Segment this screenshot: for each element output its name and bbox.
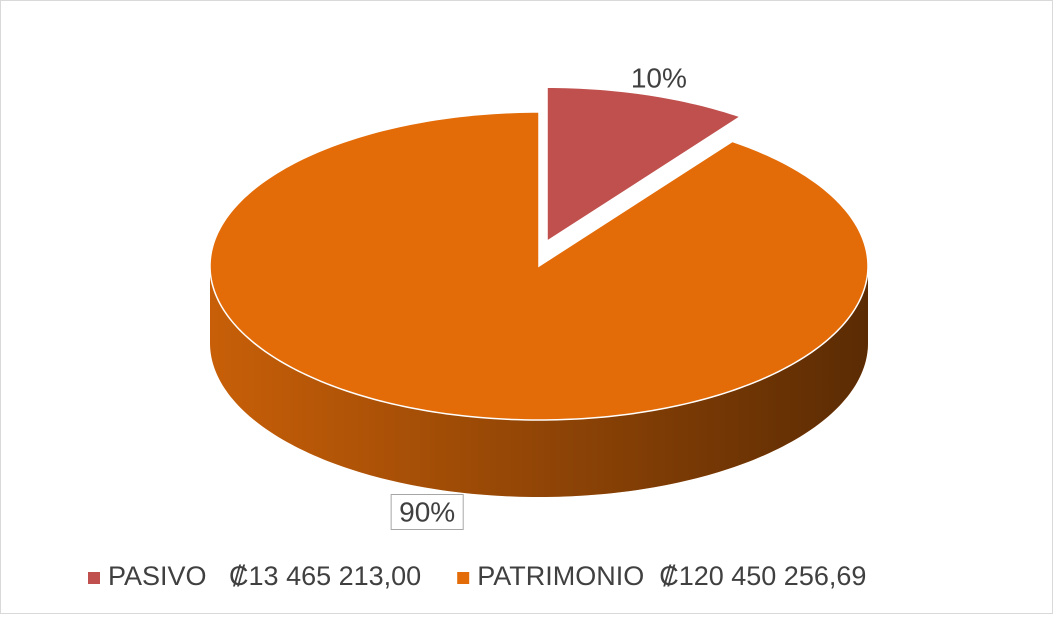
- legend-label: PASIVO ₡13 465 213,00: [108, 561, 421, 591]
- slice-side-shade: [210, 266, 868, 497]
- slice: [546, 86, 743, 243]
- legend-marker: [457, 572, 470, 584]
- legend-marker: [88, 572, 100, 584]
- data-label: 10%: [631, 63, 687, 94]
- slice: [209, 111, 869, 421]
- data-label-box: [390, 493, 464, 530]
- data-label: 90%: [399, 496, 455, 527]
- legend-label: PATRIMONIO ₡120 450 256,69: [477, 561, 866, 591]
